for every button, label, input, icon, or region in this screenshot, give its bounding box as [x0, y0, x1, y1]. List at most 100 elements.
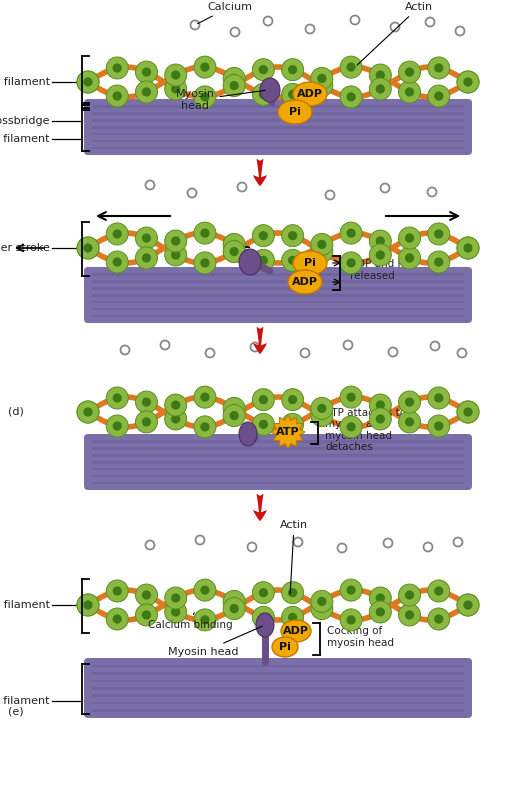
- Circle shape: [223, 74, 245, 97]
- Circle shape: [194, 56, 216, 78]
- Circle shape: [83, 407, 93, 417]
- Bar: [92, 441, 464, 443]
- Bar: [92, 672, 464, 674]
- Circle shape: [194, 416, 216, 438]
- Circle shape: [457, 401, 479, 423]
- Circle shape: [200, 393, 210, 402]
- Ellipse shape: [260, 78, 280, 102]
- Text: (e): (e): [8, 706, 24, 716]
- Circle shape: [142, 610, 151, 619]
- Circle shape: [434, 586, 443, 595]
- Bar: [92, 702, 464, 704]
- Circle shape: [347, 393, 356, 402]
- Circle shape: [317, 247, 327, 256]
- Text: ADP: ADP: [297, 89, 323, 99]
- Circle shape: [317, 74, 327, 83]
- Circle shape: [259, 90, 268, 99]
- Circle shape: [282, 83, 304, 106]
- Circle shape: [375, 70, 385, 80]
- Circle shape: [113, 91, 122, 101]
- Bar: [92, 687, 464, 690]
- Circle shape: [399, 604, 421, 626]
- Circle shape: [77, 237, 99, 259]
- Circle shape: [375, 84, 385, 94]
- Bar: [92, 665, 464, 667]
- Circle shape: [77, 594, 99, 616]
- Circle shape: [428, 415, 450, 437]
- Circle shape: [311, 598, 333, 619]
- Bar: [92, 119, 464, 122]
- Ellipse shape: [281, 620, 311, 642]
- Circle shape: [369, 408, 391, 430]
- Circle shape: [428, 57, 450, 79]
- Ellipse shape: [293, 251, 327, 275]
- Bar: [92, 301, 464, 303]
- Circle shape: [311, 234, 333, 255]
- Circle shape: [252, 606, 274, 628]
- Circle shape: [165, 587, 187, 609]
- Circle shape: [288, 420, 297, 429]
- Circle shape: [311, 67, 333, 90]
- Circle shape: [259, 613, 268, 622]
- Circle shape: [347, 422, 356, 431]
- Circle shape: [77, 237, 99, 259]
- Circle shape: [142, 254, 151, 262]
- Circle shape: [223, 598, 245, 619]
- Circle shape: [113, 230, 122, 238]
- Circle shape: [347, 229, 356, 238]
- Circle shape: [311, 241, 333, 262]
- Circle shape: [200, 586, 210, 594]
- Circle shape: [194, 252, 216, 274]
- Circle shape: [83, 600, 93, 610]
- Circle shape: [340, 386, 362, 408]
- Circle shape: [223, 234, 245, 255]
- Circle shape: [347, 258, 356, 267]
- Circle shape: [428, 608, 450, 630]
- Circle shape: [375, 237, 385, 246]
- Circle shape: [288, 613, 297, 622]
- Circle shape: [106, 85, 128, 107]
- Circle shape: [135, 247, 158, 269]
- FancyBboxPatch shape: [84, 434, 472, 490]
- Circle shape: [428, 223, 450, 245]
- Circle shape: [77, 71, 99, 93]
- Circle shape: [259, 420, 268, 429]
- Circle shape: [282, 414, 304, 435]
- Bar: [92, 106, 464, 108]
- Circle shape: [252, 582, 274, 604]
- Circle shape: [113, 258, 122, 266]
- Text: Calcium: Calcium: [197, 2, 252, 24]
- Bar: [92, 694, 464, 697]
- Circle shape: [457, 71, 479, 93]
- Text: ADP: ADP: [292, 277, 318, 287]
- Circle shape: [340, 579, 362, 601]
- Circle shape: [171, 594, 180, 602]
- Circle shape: [223, 67, 245, 90]
- Circle shape: [288, 395, 297, 404]
- Circle shape: [288, 65, 297, 74]
- Circle shape: [171, 607, 180, 617]
- Circle shape: [77, 71, 99, 93]
- Bar: [92, 126, 464, 129]
- Circle shape: [194, 222, 216, 244]
- Circle shape: [223, 590, 245, 613]
- Circle shape: [311, 398, 333, 419]
- Circle shape: [457, 237, 479, 259]
- Circle shape: [230, 240, 239, 249]
- Circle shape: [194, 579, 216, 601]
- Bar: [92, 314, 464, 317]
- Circle shape: [171, 84, 180, 94]
- Ellipse shape: [293, 82, 327, 106]
- Circle shape: [369, 601, 391, 623]
- Circle shape: [165, 78, 187, 100]
- Ellipse shape: [239, 249, 261, 275]
- Circle shape: [399, 61, 421, 83]
- Circle shape: [340, 252, 362, 274]
- Circle shape: [405, 418, 414, 426]
- Circle shape: [252, 414, 274, 435]
- Ellipse shape: [256, 613, 274, 637]
- Circle shape: [83, 407, 93, 417]
- Circle shape: [317, 411, 327, 420]
- Circle shape: [457, 401, 479, 423]
- Circle shape: [428, 85, 450, 107]
